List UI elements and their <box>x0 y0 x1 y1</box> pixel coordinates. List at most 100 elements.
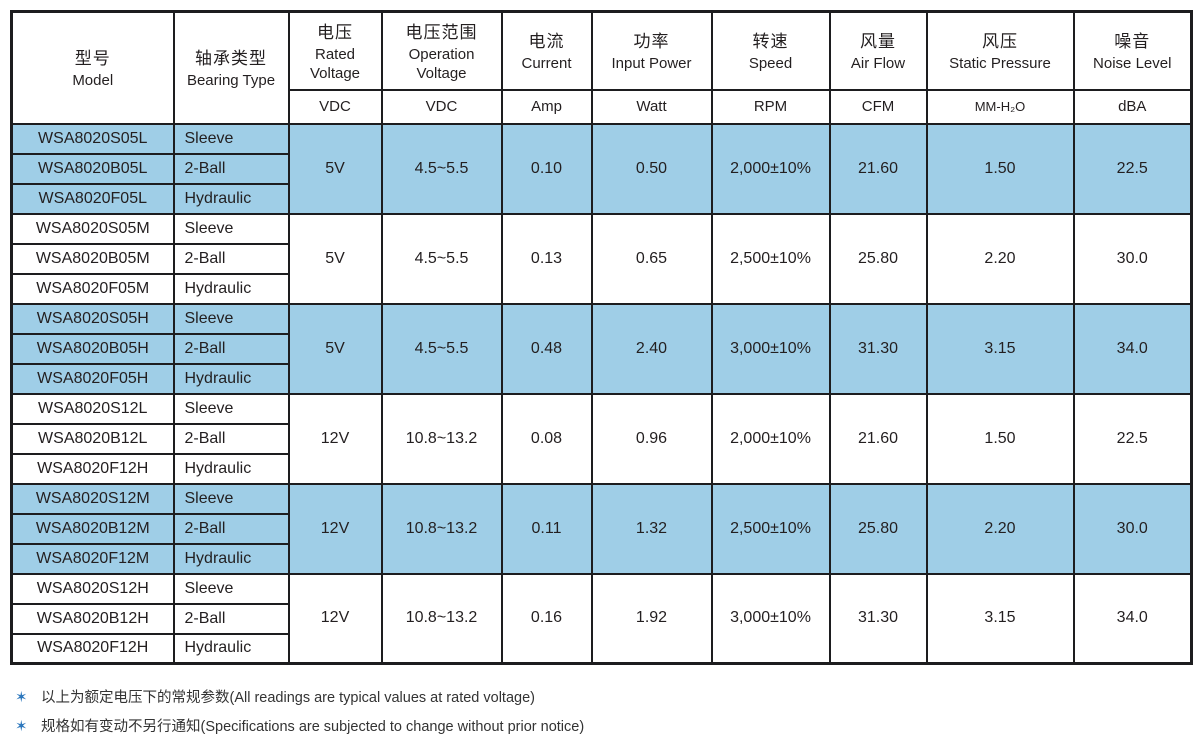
col-header-operation-voltage-en: Operation Voltage <box>408 46 475 82</box>
static-pressure-cell: 2.20 <box>925 482 1075 575</box>
bearing-type-cell: Hydraulic <box>172 543 290 575</box>
model-cell: WSA8020F05M <box>10 273 175 305</box>
col-header-speed: 转速 Speed <box>710 10 831 91</box>
current-cell: 0.10 <box>500 122 593 215</box>
col-header-noise-level-en: Noise Level <box>1093 55 1172 73</box>
unit-air-flow: CFM <box>828 88 928 125</box>
current-cell: 0.16 <box>500 572 593 665</box>
input-power-cell: 0.65 <box>590 212 713 305</box>
table-row: WSA8020B05L 2-Ball <box>10 153 1192 185</box>
table-row: WSA8020F12H Hydraulic <box>10 453 1192 485</box>
col-header-noise-level: 噪音 Noise Level <box>1072 10 1193 91</box>
static-pressure-cell: 3.15 <box>925 302 1075 395</box>
rated-voltage-cell: 12V <box>287 482 383 575</box>
col-header-static-pressure: 风压 Static Pressure <box>925 10 1075 91</box>
unit-current: Amp <box>500 88 593 125</box>
table-row: WSA8020B05H 2-Ball <box>10 333 1192 365</box>
bearing-type-cell: 2-Ball <box>172 333 290 365</box>
air-flow-cell: 31.30 <box>828 572 928 665</box>
noise-cell: 30.0 <box>1072 212 1193 305</box>
input-power-cell: 0.50 <box>590 122 713 215</box>
table-row: WSA8020S12L Sleeve 12V 10.8~13.2 0.08 0.96 2,0… <box>10 392 1193 485</box>
model-cell: WSA8020B05L <box>10 153 175 185</box>
bearing-type-cell: Sleeve <box>172 392 290 425</box>
table-row: WSA8020B12H 2-Ball <box>10 603 1192 635</box>
model-cell: WSA8020S12H <box>10 572 175 605</box>
rated-voltage-cell: 12V <box>287 572 383 665</box>
input-power-cell: 0.96 <box>590 392 713 485</box>
col-header-noise-level-zh: 噪音 <box>1114 32 1151 52</box>
table-row: WSA8020S12H Sleeve 12V 10.8~13.2 0.16 1.92 3,0… <box>10 572 1193 665</box>
bearing-type-cell: Hydraulic <box>172 183 290 215</box>
bearing-type-cell: Hydraulic <box>172 453 290 485</box>
col-header-rated-voltage-en: Rated Voltage <box>309 46 361 82</box>
col-header-input-power-zh: 功率 <box>633 32 670 52</box>
bearing-type-cell: Sleeve <box>172 482 290 515</box>
bearing-type-cell: 2-Ball <box>172 603 290 635</box>
bearing-type-cell: 2-Ball <box>172 513 290 545</box>
bearing-type-cell: Hydraulic <box>172 633 290 665</box>
footnote-1: ✶ 以上为额定电压下的常规参数(All readings are typical… <box>15 686 1190 707</box>
unit-input-power: Watt <box>590 88 713 125</box>
col-header-speed-zh: 转速 <box>752 32 789 52</box>
rated-voltage-cell: 5V <box>287 302 383 395</box>
col-header-static-pressure-zh: 风压 <box>982 32 1018 52</box>
model-cell: WSA8020S05L <box>10 122 175 155</box>
col-header-model: 型号 Model <box>10 10 175 125</box>
col-header-air-flow-zh: 风量 <box>860 32 896 52</box>
col-header-input-power-en: Input Power <box>611 55 692 73</box>
air-flow-cell: 21.60 <box>828 392 928 485</box>
model-cell: WSA8020S05H <box>10 302 175 335</box>
table-row: WSA8020F12M Hydraulic <box>10 543 1192 575</box>
table-row: WSA8020F12H Hydraulic <box>10 633 1192 665</box>
model-cell: WSA8020B05M <box>10 243 175 275</box>
current-cell: 0.11 <box>500 482 593 575</box>
model-cell: WSA8020S12M <box>10 482 175 515</box>
col-header-rated-voltage: 电压 Rated Voltage <box>287 10 383 91</box>
footnotes: ✶ 以上为额定电压下的常规参数(All readings are typical… <box>15 686 1190 736</box>
model-cell: WSA8020B12M <box>10 513 175 545</box>
model-cell: WSA8020B12L <box>10 423 175 455</box>
bearing-type-cell: Sleeve <box>172 122 290 155</box>
current-cell: 0.08 <box>500 392 593 485</box>
model-cell: WSA8020F05L <box>10 183 175 215</box>
unit-speed: RPM <box>710 88 831 125</box>
speed-cell: 3,000±10% <box>710 572 831 665</box>
static-pressure-cell: 3.15 <box>925 572 1075 665</box>
spec-sheet: 型号 Model 轴承类型 Bearing Type 电压 Rated Volt… <box>10 10 1193 744</box>
col-header-static-pressure-en: Static Pressure <box>949 55 1051 73</box>
col-header-current-zh: 电流 <box>528 32 565 52</box>
speed-cell: 2,000±10% <box>710 122 831 215</box>
col-header-input-power: 功率 Input Power <box>590 10 713 91</box>
noise-cell: 22.5 <box>1072 392 1193 485</box>
table-row: WSA8020B12M 2-Ball <box>10 513 1192 545</box>
col-header-current: 电流 Current <box>500 10 593 91</box>
model-cell: WSA8020S05M <box>10 212 175 245</box>
table-header: 型号 Model 轴承类型 Bearing Type 电压 Rated Volt… <box>10 10 1193 125</box>
operation-voltage-cell: 4.5~5.5 <box>380 212 503 305</box>
table-row: WSA8020F05M Hydraulic <box>10 273 1192 305</box>
col-header-air-flow: 风量 Air Flow <box>828 10 928 91</box>
operation-voltage-cell: 4.5~5.5 <box>380 122 503 215</box>
table-row: WSA8020S05L Sleeve 5V 4.5~5.5 0.10 0.50 2,000±… <box>10 122 1193 215</box>
air-flow-cell: 25.80 <box>828 212 928 305</box>
table-row: WSA8020S05M Sleeve 5V 4.5~5.5 0.13 0.65 2,500±… <box>10 212 1193 305</box>
air-flow-cell: 31.30 <box>828 302 928 395</box>
rated-voltage-cell: 5V <box>287 122 383 215</box>
speed-cell: 2,500±10% <box>710 482 831 575</box>
table-row: WSA8020B05M 2-Ball <box>10 243 1192 275</box>
col-header-air-flow-en: Air Flow <box>850 55 906 73</box>
model-cell: WSA8020B05H <box>10 333 175 365</box>
model-cell: WSA8020F12H <box>10 453 175 485</box>
model-cell: WSA8020F12M <box>10 543 175 575</box>
model-cell: WSA8020F05H <box>10 363 175 395</box>
fan-spec-table: 型号 Model 轴承类型 Bearing Type 电压 Rated Volt… <box>10 10 1193 665</box>
col-header-rated-voltage-zh: 电压 <box>317 23 353 42</box>
unit-noise-level: dBA <box>1072 88 1193 125</box>
rated-voltage-cell: 12V <box>287 392 383 485</box>
operation-voltage-cell: 4.5~5.5 <box>380 302 503 395</box>
bearing-type-cell: 2-Ball <box>172 153 290 185</box>
unit-row: VDC VDC Amp Watt RPM CFM MM-H₂O dBA <box>12 88 1193 125</box>
col-header-bearing-type-zh: 轴承类型 <box>195 49 267 69</box>
input-power-cell: 2.40 <box>590 302 713 395</box>
